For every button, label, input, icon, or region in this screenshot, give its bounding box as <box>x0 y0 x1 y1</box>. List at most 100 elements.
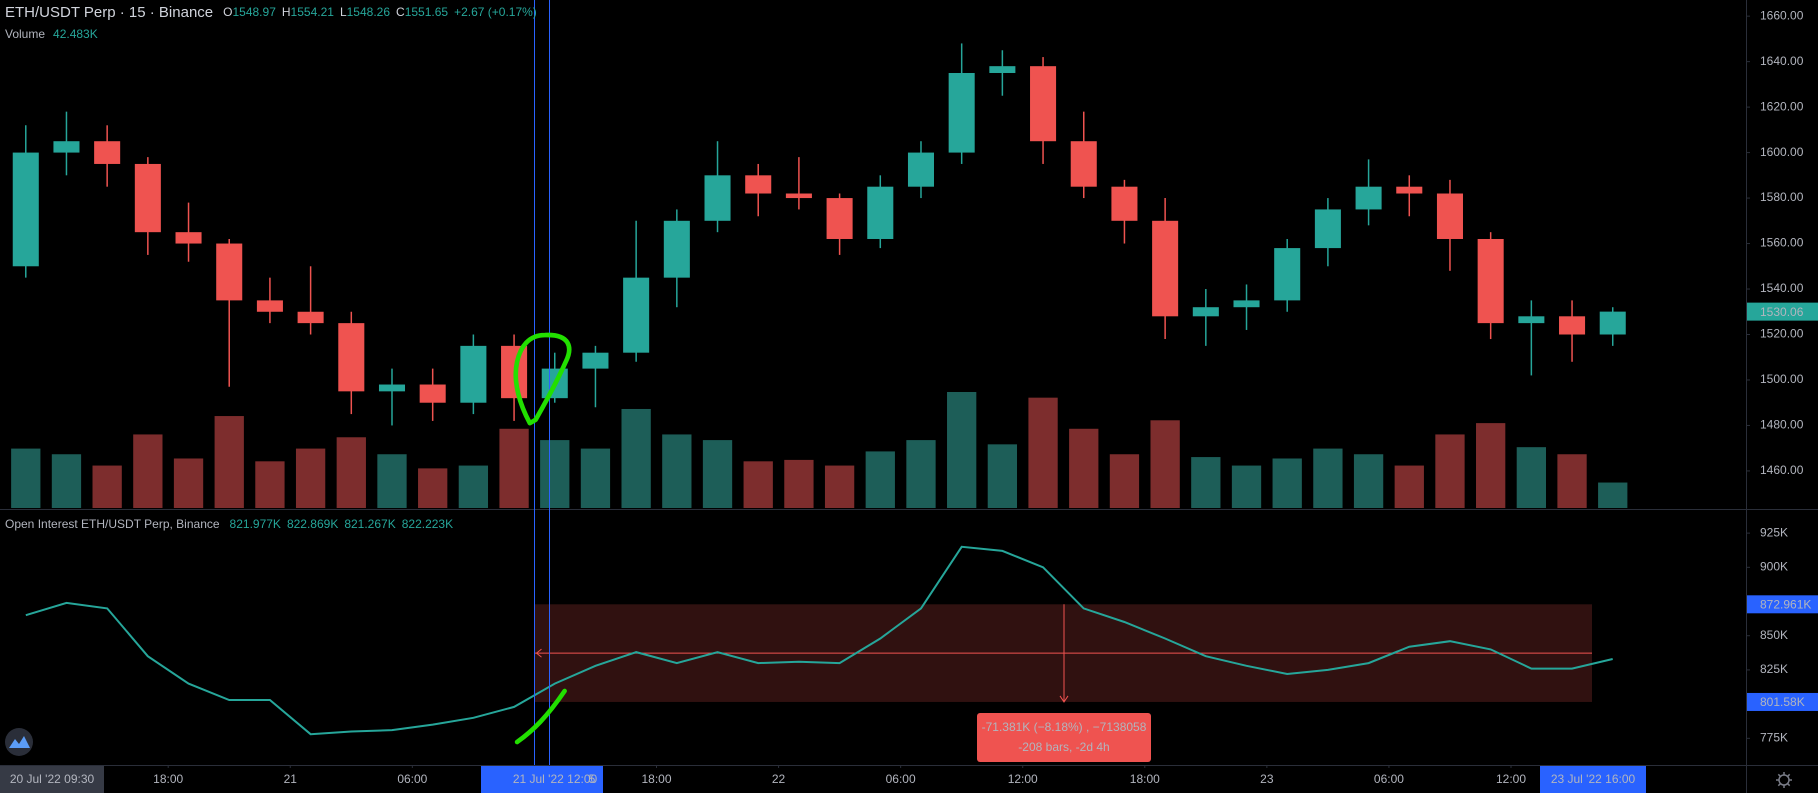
y-tick-label: 1500.00 <box>1760 372 1804 386</box>
y-tick-label: 1560.00 <box>1760 236 1804 250</box>
volume-bar <box>784 459 814 508</box>
measure-info-text: -71.381K (−8.18%) , −7138058 <box>982 720 1147 734</box>
volume-bar <box>702 440 733 508</box>
candle-body <box>1436 193 1463 239</box>
candle-body <box>1111 186 1138 221</box>
time-highlight-label: 5 <box>589 772 596 786</box>
ohlc-value: 1551.65 <box>405 5 449 19</box>
measure-arrow-down <box>1059 695 1069 703</box>
candle-body <box>745 175 772 194</box>
volume-bar <box>499 428 529 508</box>
volume-bar <box>133 434 163 508</box>
x-tick-label: 18:00 <box>1130 772 1160 786</box>
x-tick-label: 22 <box>772 772 786 786</box>
volume-bar <box>947 392 977 508</box>
gear-teeth[interactable] <box>1776 772 1792 788</box>
y-tick-label: 1540.00 <box>1760 281 1804 295</box>
candle-body <box>582 352 609 369</box>
volume-bar <box>1109 454 1140 508</box>
y-tick-label: 1620.00 <box>1760 99 1804 113</box>
candle-body <box>175 232 202 244</box>
time-highlight-box <box>1540 766 1646 793</box>
logo-icon[interactable] <box>9 736 30 748</box>
oi-value: 821.977K <box>230 517 281 531</box>
time-highlight-label: 20 Jul '22 09:30 <box>10 772 95 786</box>
candle-body <box>53 141 80 153</box>
volume-bar <box>51 454 82 508</box>
volume-bar <box>580 448 611 508</box>
candle-body <box>1355 186 1382 210</box>
volume-bar <box>987 444 1018 508</box>
volume-bar <box>662 434 692 508</box>
ohlc-key: C <box>396 5 405 19</box>
last-price-label: 1530.06 <box>1760 305 1804 319</box>
volume-bar <box>1191 457 1221 508</box>
volume-bar <box>1313 448 1343 508</box>
volume-bar <box>458 465 489 508</box>
hand-annotation <box>513 332 572 745</box>
x-tick-label: 12:00 <box>1008 772 1038 786</box>
oi-layer <box>25 545 1613 736</box>
volume-bar <box>1028 397 1058 508</box>
volume-bar <box>173 458 204 508</box>
volume-bar <box>906 440 936 508</box>
candle-body <box>1477 238 1504 324</box>
volume-bar <box>336 437 366 508</box>
y-tick-label: 1600.00 <box>1760 145 1804 159</box>
volume-bar <box>255 461 285 508</box>
volume-bar <box>1557 454 1587 508</box>
oi-value: 822.223K <box>402 517 453 531</box>
volume-title: Volume <box>5 27 45 41</box>
volume-bar <box>743 461 773 508</box>
oi-value: 821.267K <box>344 517 395 531</box>
y-tick-label: 1640.00 <box>1760 54 1804 68</box>
volume-bar <box>11 448 41 508</box>
y-tick-label: 775K <box>1760 730 1788 744</box>
logo[interactable] <box>5 728 33 756</box>
candle-body <box>94 141 121 164</box>
volume-bar <box>1394 465 1424 508</box>
volume-bar <box>865 451 895 508</box>
x-tick-label: 06:00 <box>1374 772 1404 786</box>
candle-body <box>12 152 39 267</box>
x-tick-label: 23 <box>1260 772 1274 786</box>
logo-circle[interactable] <box>5 728 33 756</box>
candle-body <box>134 163 161 233</box>
ohlc-value: 1554.21 <box>291 5 335 19</box>
candle-body <box>338 323 365 392</box>
volume-bar <box>1231 465 1262 508</box>
time-highlight-label: 23 Jul '22 16:00 <box>1551 772 1636 786</box>
candle-body <box>1192 307 1219 317</box>
measure-info-box <box>977 713 1151 762</box>
candle-body <box>1396 186 1423 194</box>
settings-gear[interactable] <box>1776 772 1792 788</box>
ohlc-value: 1548.26 <box>347 5 391 19</box>
range-price-label: 801.58K <box>1760 695 1805 709</box>
time-highlight-label: 21 Jul '22 12:00 <box>513 772 598 786</box>
y-tick-label: 925K <box>1760 525 1788 539</box>
candle-body <box>460 345 487 403</box>
candle-body <box>256 300 283 312</box>
volume-bar <box>377 454 407 508</box>
y-tick-label: 825K <box>1760 662 1788 676</box>
candle-body <box>1518 316 1545 324</box>
change: +2.67 (+0.17%) <box>454 5 537 19</box>
volume-bar <box>418 468 448 508</box>
header-legend: ETH/USDT Perp · 15 · Binance O1548.97 H155… <box>5 4 537 21</box>
candle-body <box>989 66 1016 73</box>
candle-body <box>623 277 650 353</box>
candle-body <box>216 243 243 301</box>
candle-layer <box>12 43 1626 426</box>
candle-body <box>785 193 812 199</box>
volume-bar <box>1476 423 1506 508</box>
candle-body <box>378 384 406 392</box>
candle-body <box>1599 311 1626 335</box>
measure-layer <box>534 604 1592 703</box>
oi-legend: Open Interest ETH/USDT Perp, Binance 821.… <box>5 517 453 531</box>
volume-bar <box>1598 482 1628 508</box>
x-tick-label: 06:00 <box>397 772 427 786</box>
y-tick-label: 1460.00 <box>1760 463 1804 477</box>
volume-value: 42.483K <box>53 27 98 41</box>
